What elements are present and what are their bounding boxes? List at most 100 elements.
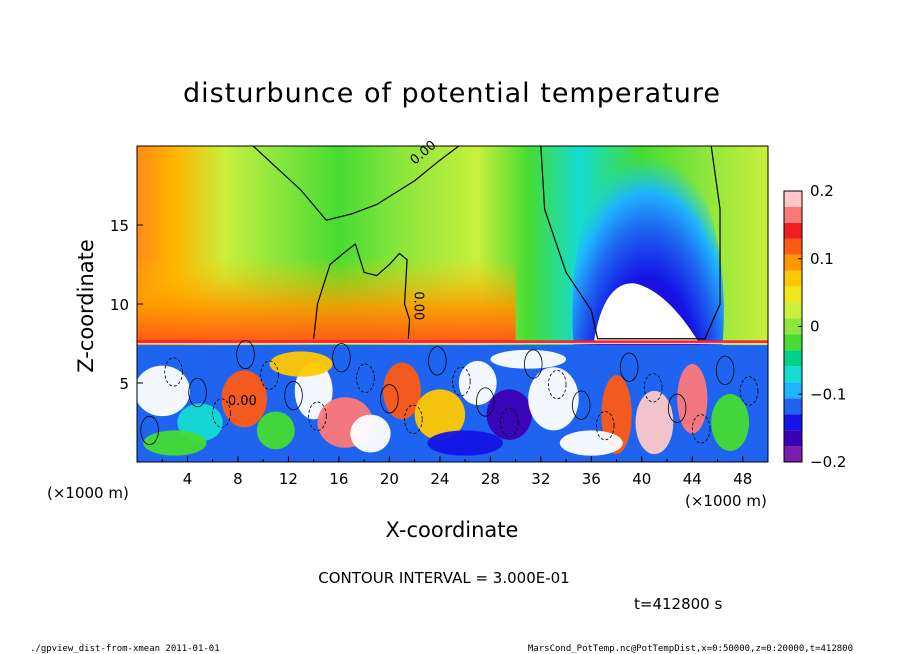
- colorbar-tick-label: 0: [810, 318, 820, 336]
- x-tick-label: 40: [632, 470, 651, 488]
- y-tick-label: 15: [110, 217, 129, 235]
- colorbar-band: [784, 286, 802, 303]
- x-tick-label: 16: [329, 470, 348, 488]
- colorbar-band: [784, 382, 802, 399]
- contour-loop: [428, 346, 447, 376]
- x-axis-ticks: 4 8 12 16 20 24 28 32 36 40 44 48: [161, 456, 752, 488]
- x-axis-label: X-coordinate: [386, 518, 519, 542]
- contour-loop: [500, 407, 519, 438]
- colorbar-tick-label: 0.2: [810, 182, 834, 200]
- footer-right: MarsCond_PotTemp.nc@PotTempDist,x=0:5000…: [528, 644, 853, 654]
- colorbar-tick-label: 0.1: [810, 250, 834, 268]
- x-tick-label: 36: [582, 470, 601, 488]
- contour-label: 0.00: [228, 394, 257, 409]
- field-blob: [490, 349, 567, 369]
- zero-contour-plume: [540, 146, 721, 340]
- colorbar-ticks: 0.2 0.1 0 −0.1 −0.2: [798, 182, 846, 471]
- field-blob: [677, 364, 708, 434]
- contour-loop: [739, 376, 759, 406]
- contour-loop: [691, 414, 711, 444]
- field-blob: [486, 389, 533, 440]
- contour-loop: [332, 343, 351, 373]
- field-blob: [458, 360, 497, 406]
- contour-loop: [643, 373, 663, 403]
- field-blob: [143, 430, 207, 456]
- colorbar-band: [784, 350, 802, 367]
- contour-loop: [380, 384, 399, 414]
- field-blob: [221, 370, 267, 428]
- contour-loop: [595, 411, 615, 441]
- zero-contour-tower: [313, 242, 411, 339]
- colorbar-tick-label: −0.1: [810, 385, 846, 403]
- x-tick-label: 20: [380, 470, 399, 488]
- contour-loop: [619, 352, 639, 382]
- contour-loop: [284, 381, 303, 411]
- colorbar-band: [784, 398, 802, 415]
- contour-loop: [524, 349, 543, 379]
- time-stamp: t=412800 s: [634, 595, 722, 613]
- white-overshoot-region: [593, 283, 699, 342]
- contour-loop: [715, 355, 735, 385]
- colorbar-band: [784, 334, 802, 351]
- contour-loop: [548, 369, 567, 400]
- field-blob: [414, 389, 466, 440]
- colorbar-band: [784, 430, 802, 447]
- colorbar-band: [784, 414, 802, 431]
- contour-loop: [164, 357, 183, 387]
- contour-loop: [571, 390, 591, 420]
- lower-layer-blobs: [137, 349, 750, 456]
- field-blob: [256, 411, 295, 450]
- x-tick-label: 44: [683, 470, 702, 488]
- y-tick-label: 10: [110, 296, 129, 314]
- x-tick-label: 24: [430, 470, 449, 488]
- colorbar-tick-label: −0.2: [810, 453, 846, 471]
- field-blob: [427, 430, 503, 456]
- contour-loop: [188, 377, 207, 408]
- contour-label: 0.00: [411, 291, 426, 320]
- y-tick-label: 5: [119, 375, 129, 393]
- field-blob: [559, 430, 623, 456]
- field-blob: [711, 394, 750, 451]
- chart-title: disturbunce of potential temperature: [183, 78, 721, 109]
- x-tick-label: 12: [279, 470, 298, 488]
- y-axis-ticks: 5 10 15: [110, 217, 143, 393]
- contour-loop: [140, 415, 159, 446]
- colorbar-band: [784, 191, 802, 207]
- field-blob: [137, 365, 190, 417]
- contour-loop: [667, 393, 687, 423]
- warm-layer-band: [137, 256, 516, 342]
- colorbar-band: [784, 222, 802, 239]
- contour-loop: [404, 404, 423, 434]
- contour-loop: [212, 398, 231, 428]
- x-tick-label: 32: [531, 470, 550, 488]
- contour-loop: [260, 360, 279, 390]
- colorbar-band: [784, 446, 802, 462]
- colorbar-band: [784, 206, 802, 223]
- colorbar-band: [784, 366, 802, 383]
- x-tick-label: 48: [733, 470, 752, 488]
- colorbar-band: [784, 270, 802, 287]
- contour-loop: [476, 387, 495, 417]
- footer-left: ./gpview_dist-from-xmean 2011-01-01: [30, 644, 220, 654]
- x-unit-right: (×1000 m): [685, 492, 767, 510]
- x-tick-label: 8: [233, 470, 243, 488]
- colorbar-band: [784, 238, 802, 255]
- plot-area: [137, 146, 768, 462]
- lower-layer-contours: [140, 339, 759, 446]
- field-blob: [635, 390, 674, 455]
- x-tick-label: 4: [183, 470, 193, 488]
- y-axis-label: Z-coordinate: [74, 239, 98, 373]
- zero-contour-left: [252, 146, 460, 221]
- colorbar-band: [784, 318, 802, 335]
- field-blob: [269, 351, 333, 377]
- contour-loop: [452, 366, 471, 397]
- x-unit-left: (×1000 m): [47, 484, 129, 502]
- field-blob: [350, 414, 391, 453]
- colorbar-band: [784, 254, 802, 271]
- contour-interval-text: CONTOUR INTERVAL = 3.000E-01: [318, 569, 569, 587]
- x-tick-label: 28: [481, 470, 500, 488]
- colorbar-band: [784, 302, 802, 319]
- contour-loop: [308, 401, 327, 431]
- field-blob: [528, 367, 579, 431]
